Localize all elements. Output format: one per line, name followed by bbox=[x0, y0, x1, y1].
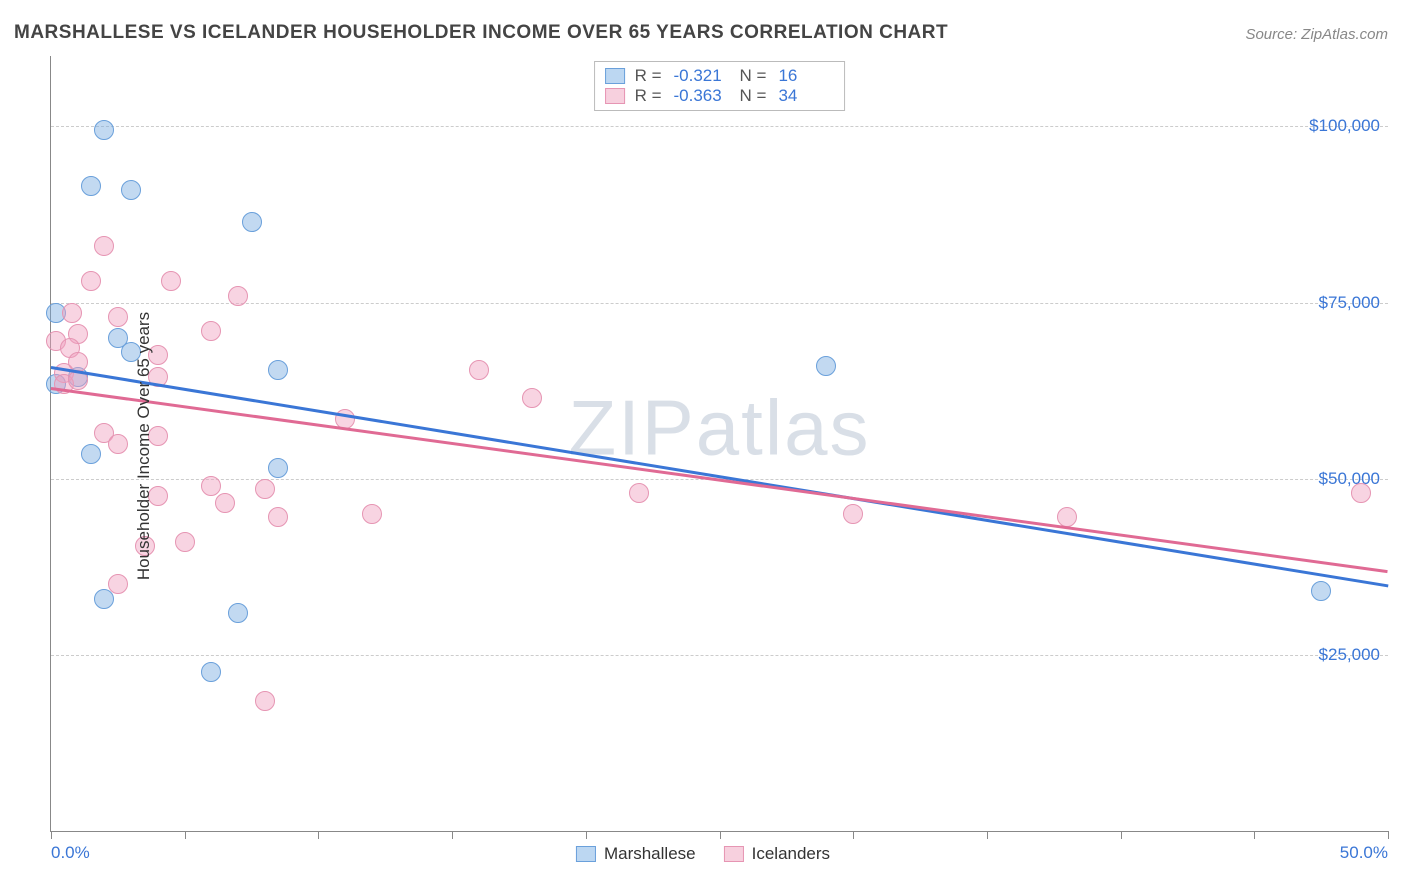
data-point bbox=[843, 504, 863, 524]
r-value: -0.321 bbox=[674, 66, 730, 86]
x-tick bbox=[987, 831, 988, 839]
data-point bbox=[255, 691, 275, 711]
legend-row: R = -0.321 N = 16 bbox=[605, 66, 835, 86]
legend-series: Marshallese Icelanders bbox=[576, 844, 830, 864]
data-point bbox=[161, 271, 181, 291]
r-label: R = bbox=[635, 86, 662, 106]
data-point bbox=[94, 236, 114, 256]
x-tick bbox=[586, 831, 587, 839]
source-attribution: Source: ZipAtlas.com bbox=[1245, 26, 1388, 43]
gridline bbox=[51, 655, 1388, 656]
data-point bbox=[108, 434, 128, 454]
x-tick bbox=[1388, 831, 1389, 839]
y-tick-label: $50,000 bbox=[1319, 469, 1380, 489]
x-tick bbox=[452, 831, 453, 839]
y-tick-label: $100,000 bbox=[1309, 116, 1380, 136]
data-point bbox=[362, 504, 382, 524]
data-point bbox=[81, 444, 101, 464]
legend-item: Icelanders bbox=[724, 844, 830, 864]
data-point bbox=[228, 603, 248, 623]
legend-swatch bbox=[724, 846, 744, 862]
data-point bbox=[201, 476, 221, 496]
data-point bbox=[268, 458, 288, 478]
x-tick-label: 50.0% bbox=[1340, 843, 1388, 863]
legend-label: Icelanders bbox=[752, 844, 830, 864]
x-tick bbox=[318, 831, 319, 839]
gridline bbox=[51, 126, 1388, 127]
legend-correlation: R = -0.321 N = 16 R = -0.363 N = 34 bbox=[594, 61, 846, 111]
r-value: -0.363 bbox=[674, 86, 730, 106]
data-point bbox=[81, 176, 101, 196]
data-point bbox=[242, 212, 262, 232]
x-tick bbox=[1121, 831, 1122, 839]
x-tick bbox=[720, 831, 721, 839]
legend-swatch bbox=[605, 68, 625, 84]
y-axis-label: Householder Income Over 65 years bbox=[134, 312, 154, 580]
data-point bbox=[255, 479, 275, 499]
gridline bbox=[51, 303, 1388, 304]
data-point bbox=[469, 360, 489, 380]
data-point bbox=[268, 507, 288, 527]
legend-row: R = -0.363 N = 34 bbox=[605, 86, 835, 106]
data-point bbox=[62, 303, 82, 323]
data-point bbox=[1311, 581, 1331, 601]
n-label: N = bbox=[740, 86, 767, 106]
data-point bbox=[108, 307, 128, 327]
n-value: 16 bbox=[778, 66, 834, 86]
n-value: 34 bbox=[778, 86, 834, 106]
data-point bbox=[522, 388, 542, 408]
data-point bbox=[108, 574, 128, 594]
x-tick bbox=[51, 831, 52, 839]
data-point bbox=[201, 662, 221, 682]
legend-item: Marshallese bbox=[576, 844, 696, 864]
data-point bbox=[175, 532, 195, 552]
data-point bbox=[1351, 483, 1371, 503]
chart-title: MARSHALLESE VS ICELANDER HOUSEHOLDER INC… bbox=[14, 22, 948, 44]
trend-line bbox=[51, 387, 1388, 573]
x-tick bbox=[853, 831, 854, 839]
data-point bbox=[629, 483, 649, 503]
plot-area: ZIPatlas R =-0.321N =16R =-0.363N =34 $2… bbox=[50, 56, 1388, 832]
x-tick bbox=[1254, 831, 1255, 839]
y-tick-label: $75,000 bbox=[1319, 293, 1380, 313]
legend-swatch bbox=[605, 88, 625, 104]
data-point bbox=[268, 360, 288, 380]
x-tick-label: 0.0% bbox=[51, 843, 90, 863]
data-point bbox=[816, 356, 836, 376]
trend-line bbox=[51, 366, 1388, 587]
legend-swatch bbox=[576, 846, 596, 862]
r-label: R = bbox=[635, 66, 662, 86]
data-point bbox=[215, 493, 235, 513]
data-point bbox=[201, 321, 221, 341]
data-point bbox=[81, 271, 101, 291]
y-tick-label: $25,000 bbox=[1319, 645, 1380, 665]
data-point bbox=[121, 180, 141, 200]
data-point bbox=[228, 286, 248, 306]
n-label: N = bbox=[740, 66, 767, 86]
x-tick bbox=[185, 831, 186, 839]
data-point bbox=[94, 120, 114, 140]
legend-label: Marshallese bbox=[604, 844, 696, 864]
